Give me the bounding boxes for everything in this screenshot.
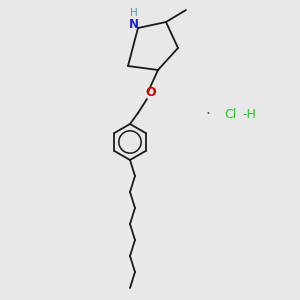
Text: -H: -H bbox=[242, 109, 256, 122]
Text: N: N bbox=[129, 19, 139, 32]
Text: H: H bbox=[130, 8, 138, 18]
Text: ·: · bbox=[206, 107, 210, 122]
Text: O: O bbox=[146, 85, 156, 98]
Text: Cl: Cl bbox=[224, 109, 236, 122]
